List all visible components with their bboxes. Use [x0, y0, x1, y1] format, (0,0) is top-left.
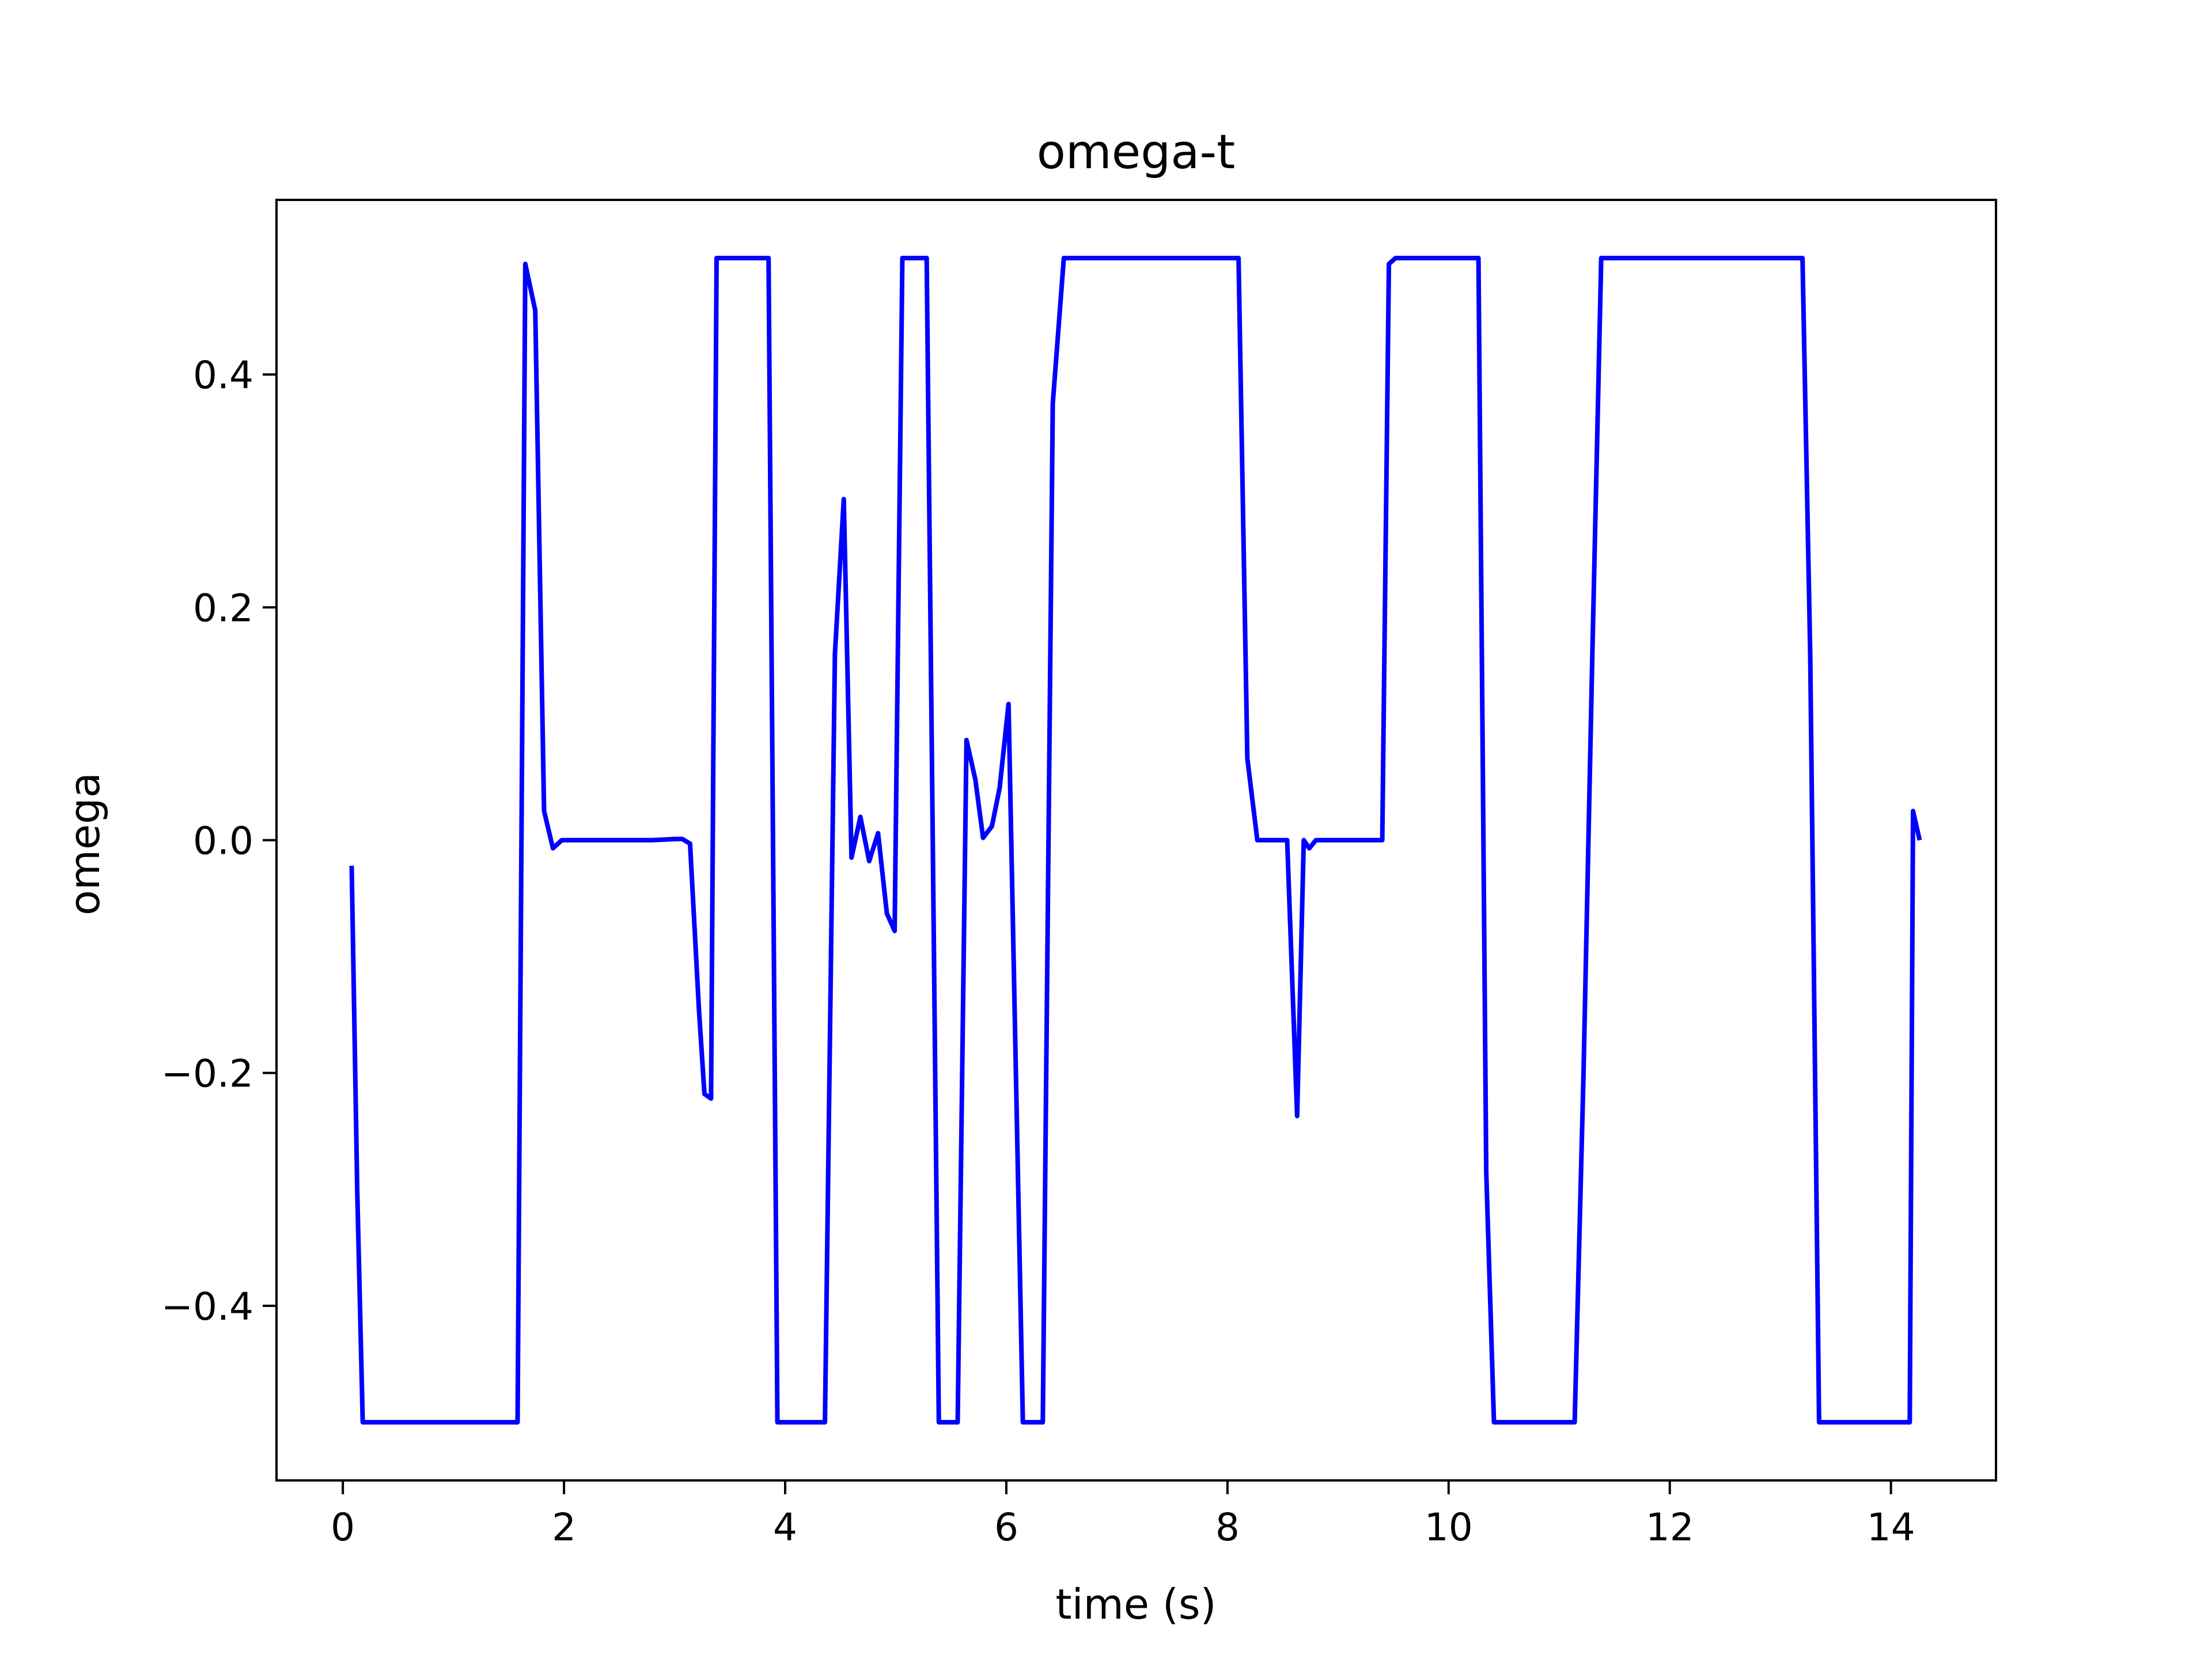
chart-title: omega-t — [1037, 125, 1236, 180]
y-axis-label: omega — [60, 772, 109, 915]
x-tick-label: 2 — [552, 1505, 576, 1550]
x-tick-label: 8 — [1215, 1505, 1240, 1550]
x-tick-label: 0 — [331, 1505, 355, 1550]
y-tick-label: −0.2 — [161, 1052, 253, 1096]
x-axis-label: time (s) — [1055, 1580, 1216, 1628]
y-axis-ticks: −0.4 −0.2 0.0 0.2 0.4 — [161, 353, 276, 1329]
series-line-omega — [349, 256, 1922, 1425]
x-tick-label: 10 — [1425, 1505, 1473, 1550]
y-tick-label: 0.0 — [193, 819, 253, 863]
x-tick-label: 14 — [1867, 1505, 1915, 1550]
y-tick-label: −0.4 — [161, 1285, 253, 1329]
y-tick-label: 0.4 — [193, 353, 253, 397]
plot-area-frame — [275, 199, 1997, 1482]
x-axis-ticks: 0 2 4 6 8 10 12 14 — [331, 1480, 1915, 1550]
y-tick-label: 0.2 — [193, 586, 253, 630]
x-tick-label: 4 — [773, 1505, 797, 1550]
x-tick-label: 6 — [994, 1505, 1018, 1550]
x-tick-label: 12 — [1646, 1505, 1694, 1550]
